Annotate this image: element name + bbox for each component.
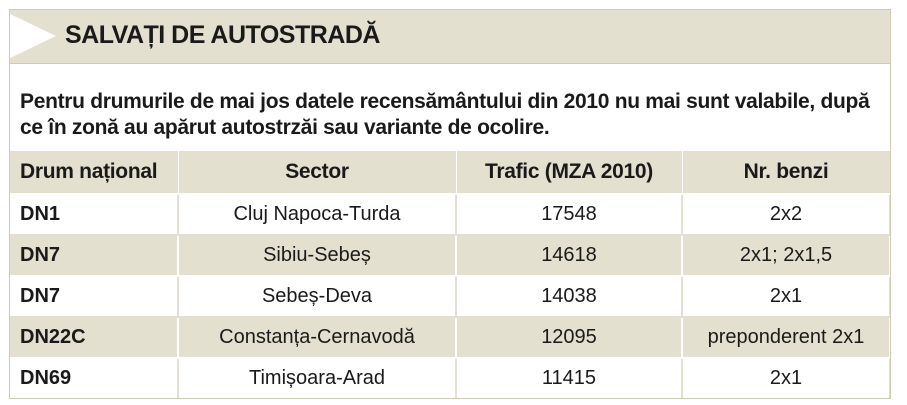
cell-lanes: 2x1	[682, 276, 890, 318]
table-row: DN7 Sebeș-Deva 14038 2x1	[10, 276, 890, 318]
cell-traffic: 14618	[456, 235, 683, 277]
cell-road: DN69	[10, 358, 179, 398]
cell-lanes: 2x1; 2x1,5	[682, 235, 890, 277]
cell-lanes: 2x2	[682, 194, 890, 236]
column-header-sector: Sector	[178, 151, 457, 195]
cell-sector: Timișoara-Arad	[178, 358, 457, 398]
cell-lanes: preponderent 2x1	[682, 317, 890, 359]
cell-lanes: 2x1	[682, 358, 890, 398]
cell-traffic: 17548	[456, 194, 683, 236]
panel-title: SALVAȚI DE AUTOSTRADĂ	[65, 21, 380, 49]
table-row: DN69 Timișoara-Arad 11415 2x1	[10, 358, 890, 398]
column-header-road: Drum național	[10, 151, 179, 195]
cell-road: DN7	[10, 276, 179, 318]
table-header-row: Drum național Sector Trafic (MZA 2010) N…	[10, 151, 890, 195]
table-row: DN22C Constanța-Cernavodă 12095 preponde…	[10, 317, 890, 359]
arrow-marker-icon	[10, 14, 56, 58]
traffic-table: Drum național Sector Trafic (MZA 2010) N…	[10, 151, 890, 398]
info-panel: SALVAȚI DE AUTOSTRADĂ Pentru drumurile d…	[9, 9, 891, 399]
column-header-traffic: Trafic (MZA 2010)	[456, 151, 683, 195]
cell-road: DN7	[10, 235, 179, 277]
table-row: DN1 Cluj Napoca-Turda 17548 2x2	[10, 194, 890, 236]
panel-header: SALVAȚI DE AUTOSTRADĂ	[10, 10, 890, 64]
cell-traffic: 12095	[456, 317, 683, 359]
cell-road: DN22C	[10, 317, 179, 359]
cell-road: DN1	[10, 194, 179, 236]
cell-sector: Cluj Napoca-Turda	[178, 194, 457, 236]
cell-sector: Constanța-Cernavodă	[178, 317, 457, 359]
cell-sector: Sibiu-Sebeș	[178, 235, 457, 277]
intro-text: Pentru drumurile de mai jos datele recen…	[20, 90, 870, 139]
column-header-lanes: Nr. benzi	[682, 151, 890, 195]
cell-traffic: 14038	[456, 276, 683, 318]
table-row: DN7 Sibiu-Sebeș 14618 2x1; 2x1,5	[10, 235, 890, 277]
cell-traffic: 11415	[456, 358, 683, 398]
cell-sector: Sebeș-Deva	[178, 276, 457, 318]
